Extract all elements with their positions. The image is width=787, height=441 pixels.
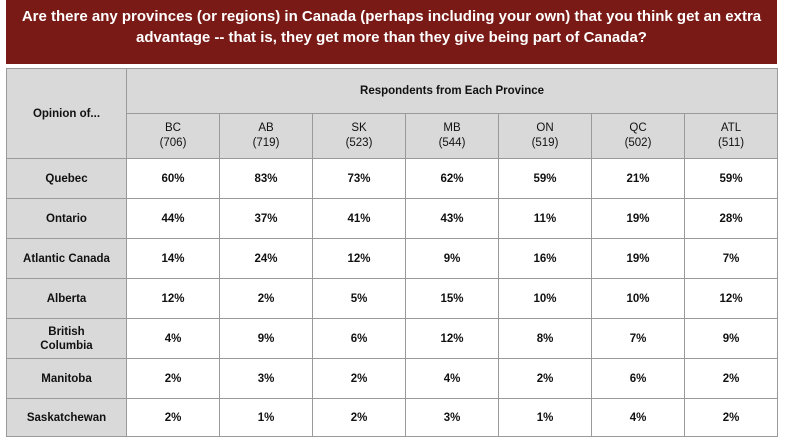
table-cell: 5%	[312, 278, 406, 319]
table-cell: 60%	[126, 158, 220, 199]
table-cell: 14%	[126, 238, 220, 279]
table-cell: 19%	[591, 238, 685, 279]
table-cell: 16%	[498, 238, 592, 279]
table-row: Alberta 12% 2% 5% 15% 10% 10% 12%	[6, 278, 779, 319]
table-row: Manitoba 2% 3% 2% 4% 2% 6% 2%	[6, 358, 779, 399]
table-cell: 4%	[405, 358, 499, 399]
chart-title: Are there any provinces (or regions) in …	[6, 0, 777, 64]
table-cell: 4%	[126, 318, 220, 359]
table-row: Saskatchewan 2% 1% 2% 3% 1% 4% 2%	[6, 398, 779, 437]
table-cell: 2%	[498, 358, 592, 399]
table-cell: 19%	[591, 198, 685, 239]
table-cell: 2%	[683, 398, 779, 437]
table-cell: 2%	[312, 398, 406, 437]
table-cell: 12%	[405, 318, 499, 359]
table-cell: 28%	[683, 198, 779, 239]
row-label: Manitoba	[6, 358, 127, 399]
table-cell: 73%	[312, 158, 406, 199]
row-label: British Columbia	[6, 318, 127, 359]
table-body: Quebec 60% 83% 73% 62% 59% 21% 59% Ontario 44% 37%…	[6, 158, 779, 437]
table-cell: 7%	[591, 318, 685, 359]
row-label: Quebec	[6, 158, 127, 199]
table-cell: 2%	[219, 278, 313, 319]
column-header-bc: BC (706)	[126, 113, 220, 159]
table-row: Quebec 60% 83% 73% 62% 59% 21% 59%	[6, 158, 779, 199]
table-cell: 3%	[405, 398, 499, 437]
row-label: Ontario	[6, 198, 127, 239]
column-name: BC	[165, 122, 181, 134]
table-cell: 10%	[498, 278, 592, 319]
data-table: Opinion of... Respondents from Each Prov…	[6, 68, 779, 437]
table-cell: 4%	[591, 398, 685, 437]
column-name: QC	[629, 122, 647, 134]
column-name: SK	[351, 122, 367, 134]
table-cell: 1%	[498, 398, 592, 437]
table-row: Ontario 44% 37% 41% 43% 11% 19% 28%	[6, 198, 779, 239]
table-cell: 3%	[219, 358, 313, 399]
table-cell: 12%	[312, 238, 406, 279]
column-header-row: BC (706) AB (719) SK (523) MB (544) ON (519) QC (50…	[7, 113, 779, 159]
column-sample-size: (519)	[531, 137, 559, 149]
table-cell: 37%	[219, 198, 313, 239]
table-cell: 9%	[405, 238, 499, 279]
table-cell: 15%	[405, 278, 499, 319]
table-cell: 2%	[683, 358, 779, 399]
table-cell: 6%	[312, 318, 406, 359]
table-cell: 21%	[591, 158, 685, 199]
table-cell: 11%	[498, 198, 592, 239]
table-cell: 62%	[405, 158, 499, 199]
row-label: Alberta	[6, 278, 127, 319]
table-cell: 2%	[126, 398, 220, 437]
column-name: ATL	[720, 122, 742, 134]
table-cell: 43%	[405, 198, 499, 239]
table-cell: 8%	[498, 318, 592, 359]
row-label: Atlantic Canada	[6, 238, 127, 279]
table-cell: 59%	[498, 158, 592, 199]
column-name: ON	[536, 122, 554, 134]
column-header-mb: MB (544)	[405, 113, 499, 159]
table-row: British Columbia 4% 9% 6% 12% 8% 7% 9%	[6, 318, 779, 359]
table-cell: 10%	[591, 278, 685, 319]
column-name: AB	[258, 122, 274, 134]
table-cell: 24%	[219, 238, 313, 279]
column-sample-size: (502)	[624, 137, 652, 149]
table-cell: 1%	[219, 398, 313, 437]
column-sample-size: (544)	[438, 137, 466, 149]
column-header-on: ON (519)	[498, 113, 592, 159]
table-row: Atlantic Canada 14% 24% 12% 9% 16% 19% 7%	[6, 238, 779, 279]
table-cell: 7%	[683, 238, 779, 279]
table-cell: 59%	[683, 158, 779, 199]
column-sample-size: (719)	[252, 137, 280, 149]
table-cell: 2%	[312, 358, 406, 399]
table-cell: 9%	[219, 318, 313, 359]
column-header-qc: QC (502)	[591, 113, 685, 159]
table-cell: 44%	[126, 198, 220, 239]
table-cell: 2%	[126, 358, 220, 399]
column-header-sk: SK (523)	[312, 113, 406, 159]
table-cell: 12%	[683, 278, 779, 319]
table-cell: 41%	[312, 198, 406, 239]
column-header-atl: ATL (511)	[683, 113, 779, 159]
group-header: Respondents from Each Province	[125, 68, 779, 114]
column-header-ab: AB (719)	[219, 113, 313, 159]
corner-header: Opinion of...	[6, 68, 127, 159]
table-cell: 6%	[591, 358, 685, 399]
column-sample-size: (706)	[159, 137, 187, 149]
column-sample-size: (511)	[718, 137, 745, 149]
table-cell: 9%	[683, 318, 779, 359]
column-sample-size: (523)	[345, 137, 373, 149]
table-cell: 12%	[126, 278, 220, 319]
column-name: MB	[443, 122, 461, 134]
row-label: Saskatchewan	[6, 398, 127, 437]
table-cell: 83%	[219, 158, 313, 199]
